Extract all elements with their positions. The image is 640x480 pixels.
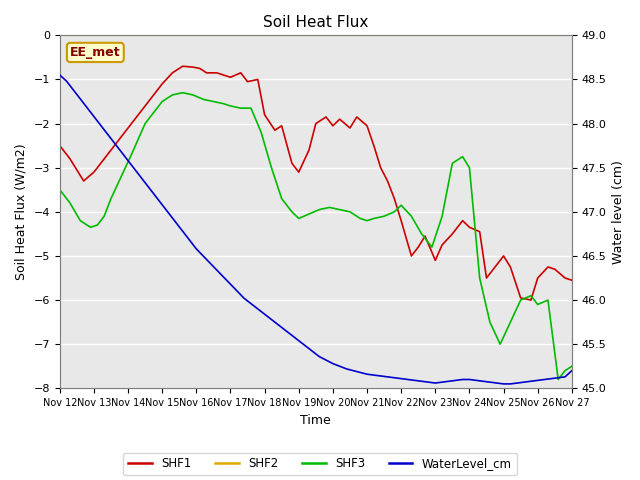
Legend: SHF1, SHF2, SHF3, WaterLevel_cm: SHF1, SHF2, SHF3, WaterLevel_cm bbox=[124, 453, 516, 475]
Title: Soil Heat Flux: Soil Heat Flux bbox=[263, 15, 369, 30]
Text: EE_met: EE_met bbox=[70, 46, 121, 59]
X-axis label: Time: Time bbox=[300, 414, 331, 427]
Y-axis label: Water level (cm): Water level (cm) bbox=[612, 160, 625, 264]
Y-axis label: Soil Heat Flux (W/m2): Soil Heat Flux (W/m2) bbox=[15, 144, 28, 280]
